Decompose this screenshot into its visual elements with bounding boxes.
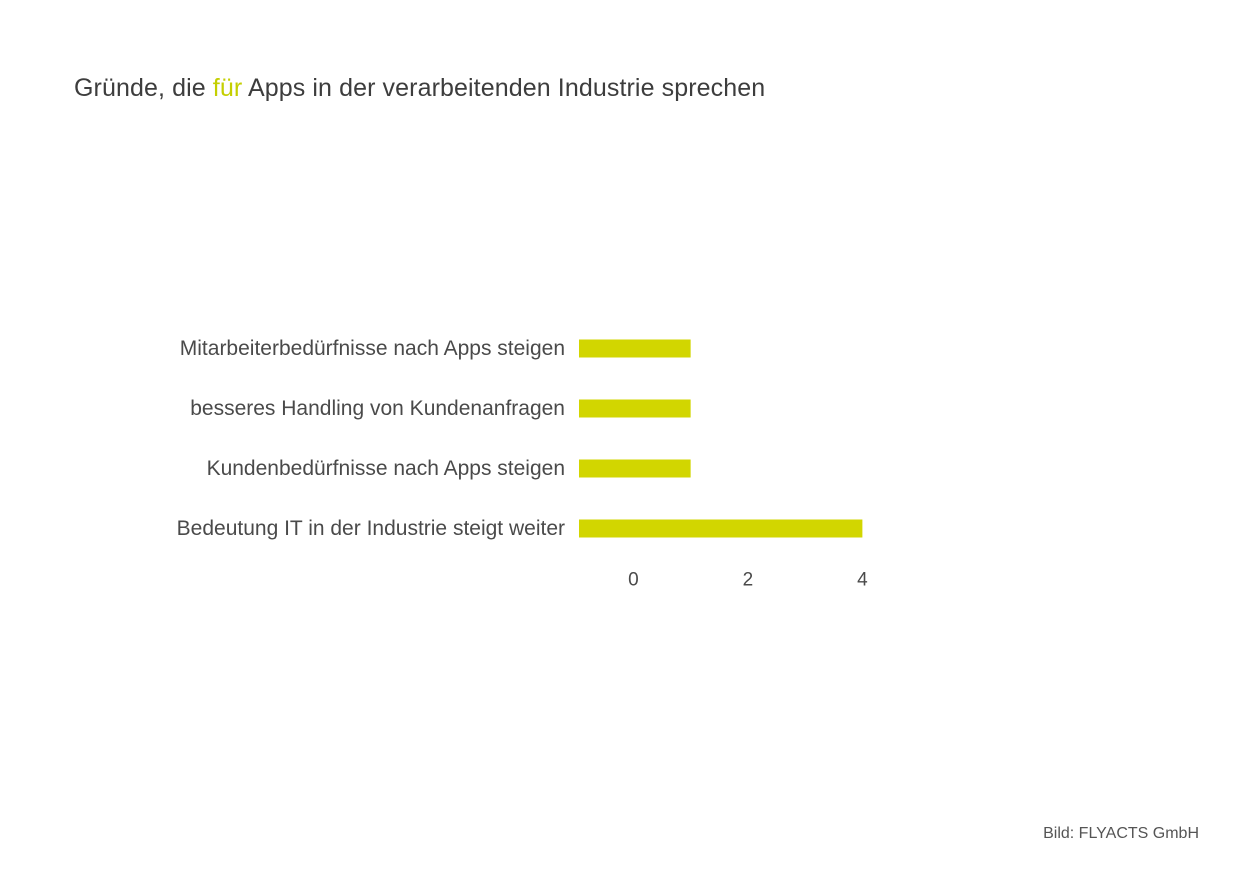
x-tick-label: 2	[743, 570, 754, 591]
bar	[579, 459, 691, 478]
category-label: besseres Handling von Kundenanfragen	[190, 397, 565, 420]
image-credit: Bild: FLYACTS GmbH	[1043, 825, 1199, 842]
bar	[579, 399, 691, 418]
bar	[579, 519, 863, 538]
bar	[579, 339, 691, 358]
title-highlight: für	[212, 74, 243, 102]
chart-title: Gründe, die für Apps in der verarbeitend…	[74, 74, 765, 103]
x-tick-label: 0	[628, 570, 639, 591]
title-after: Apps in der verarbeitenden Industrie spr…	[242, 74, 766, 102]
category-label: Kundenbedürfnisse nach Apps steigen	[207, 457, 565, 480]
title-before: Gründe, die	[74, 74, 213, 102]
category-label: Bedeutung IT in der Industrie steigt wei…	[177, 517, 565, 540]
category-label: Mitarbeiterbedürfnisse nach Apps steigen	[180, 337, 565, 360]
x-tick-label: 4	[857, 570, 868, 591]
